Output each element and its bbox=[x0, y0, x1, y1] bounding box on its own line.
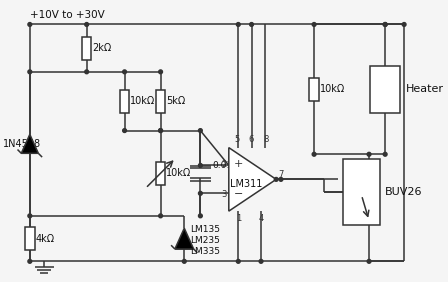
Circle shape bbox=[159, 70, 163, 74]
Circle shape bbox=[237, 23, 240, 26]
Bar bbox=[25, 227, 34, 250]
Circle shape bbox=[198, 164, 202, 167]
Bar bbox=[156, 162, 165, 185]
Text: 4: 4 bbox=[258, 214, 264, 223]
Bar bbox=[310, 78, 319, 101]
Circle shape bbox=[383, 23, 387, 26]
Bar bbox=[82, 37, 91, 60]
Circle shape bbox=[28, 259, 32, 263]
Polygon shape bbox=[175, 228, 194, 249]
Text: +: + bbox=[233, 159, 243, 169]
Circle shape bbox=[367, 152, 371, 156]
Text: 3: 3 bbox=[222, 190, 227, 199]
Circle shape bbox=[85, 23, 89, 26]
Circle shape bbox=[85, 70, 89, 74]
Circle shape bbox=[237, 259, 240, 263]
Text: 0.01μF: 0.01μF bbox=[213, 161, 244, 170]
Text: 10kΩ: 10kΩ bbox=[166, 168, 191, 178]
Text: LM311: LM311 bbox=[230, 179, 262, 189]
Circle shape bbox=[198, 129, 202, 133]
Circle shape bbox=[159, 129, 163, 133]
Bar bbox=[343, 159, 380, 225]
Bar bbox=[156, 90, 165, 113]
Text: 7: 7 bbox=[278, 170, 284, 179]
Circle shape bbox=[402, 23, 406, 26]
Circle shape bbox=[123, 129, 126, 133]
Polygon shape bbox=[229, 148, 276, 211]
Circle shape bbox=[259, 259, 263, 263]
Circle shape bbox=[312, 23, 316, 26]
Circle shape bbox=[28, 23, 32, 26]
Text: 2kΩ: 2kΩ bbox=[92, 43, 112, 53]
Text: 5kΩ: 5kΩ bbox=[166, 96, 185, 106]
Circle shape bbox=[123, 70, 126, 74]
Circle shape bbox=[198, 214, 202, 218]
Circle shape bbox=[383, 152, 387, 156]
Circle shape bbox=[274, 177, 278, 181]
Circle shape bbox=[279, 177, 283, 181]
Polygon shape bbox=[22, 134, 39, 153]
Circle shape bbox=[159, 214, 163, 218]
Text: BUV26: BUV26 bbox=[385, 187, 422, 197]
Text: 1N4568: 1N4568 bbox=[3, 139, 41, 149]
Text: 1: 1 bbox=[236, 214, 241, 223]
Text: 6: 6 bbox=[249, 135, 254, 144]
Text: 8: 8 bbox=[263, 135, 268, 144]
Circle shape bbox=[159, 129, 163, 133]
Circle shape bbox=[28, 214, 32, 218]
Text: 5: 5 bbox=[235, 135, 240, 144]
Text: 10kΩ: 10kΩ bbox=[130, 96, 155, 106]
Circle shape bbox=[312, 152, 316, 156]
Text: 4kΩ: 4kΩ bbox=[35, 233, 55, 244]
Circle shape bbox=[250, 23, 254, 26]
Circle shape bbox=[182, 259, 186, 263]
Text: +10V to +30V: +10V to +30V bbox=[30, 10, 104, 20]
Text: LM135
LM235
LM335: LM135 LM235 LM335 bbox=[190, 225, 220, 256]
Bar bbox=[120, 90, 129, 113]
Bar bbox=[370, 66, 401, 113]
Text: −: − bbox=[233, 189, 243, 199]
Circle shape bbox=[28, 70, 32, 74]
Circle shape bbox=[367, 259, 371, 263]
Text: Heater: Heater bbox=[406, 84, 444, 94]
Text: 10kΩ: 10kΩ bbox=[320, 84, 345, 94]
Text: 2: 2 bbox=[222, 160, 227, 169]
Circle shape bbox=[383, 23, 387, 26]
Circle shape bbox=[198, 191, 202, 195]
